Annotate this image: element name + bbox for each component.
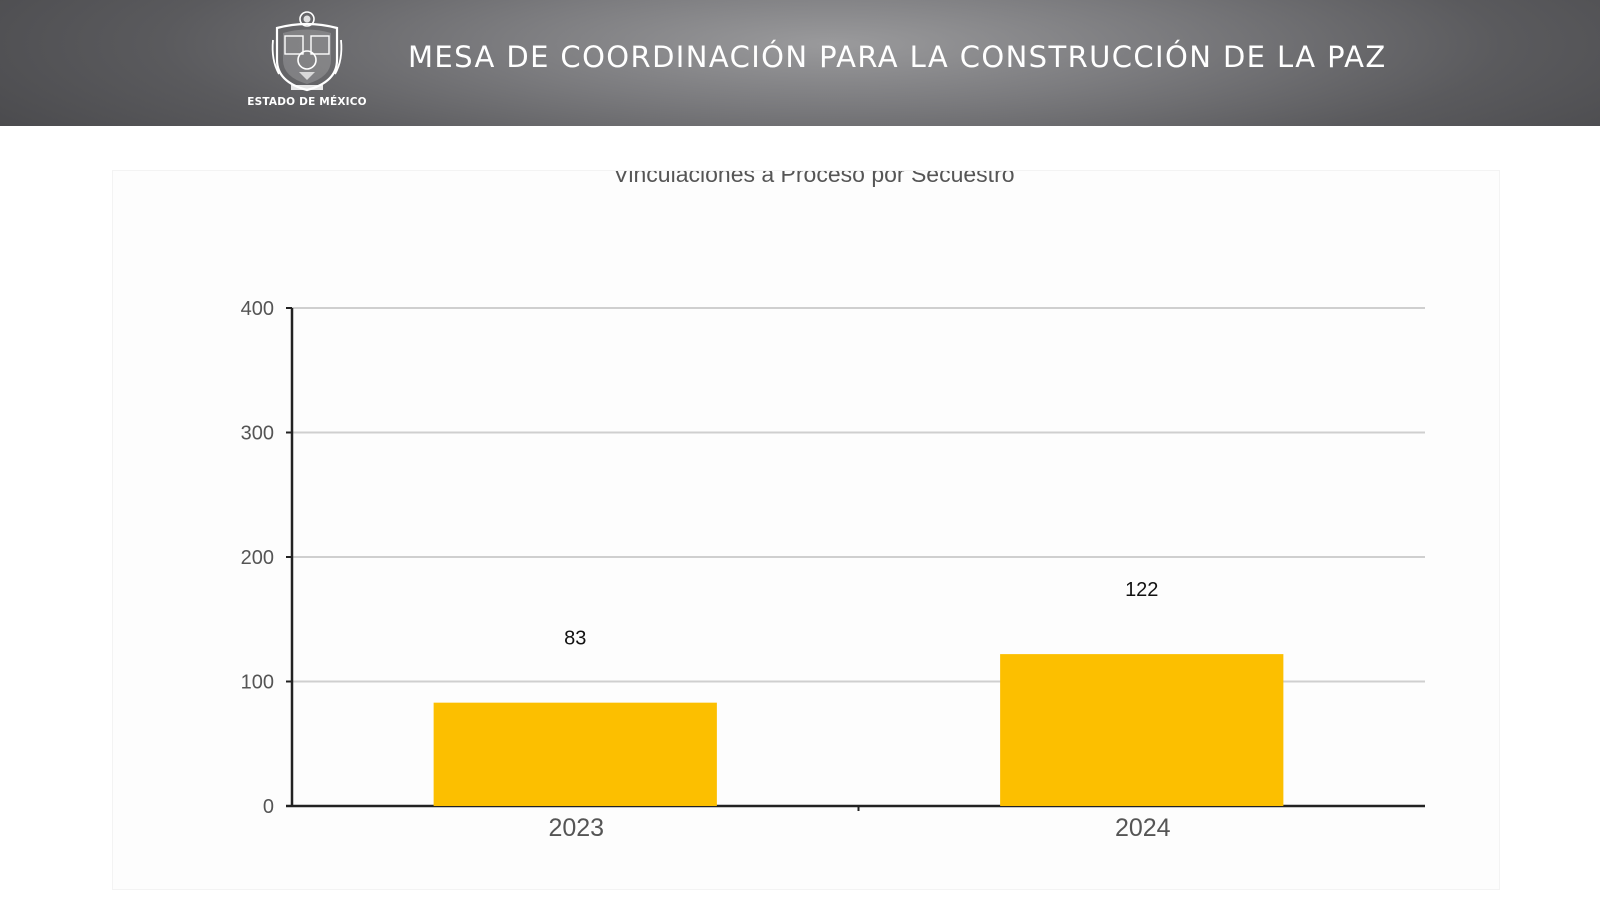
chart-title: Vinculaciones a Proceso por Secuestro xyxy=(613,171,1014,187)
data-label: 122 xyxy=(1125,579,1158,601)
header-banner: ESTADO DE MÉXICO MESA DE COORDINACIÓN PA… xyxy=(0,0,1600,126)
logo-label: ESTADO DE MÉXICO xyxy=(247,96,367,108)
chart-panel: Vinculaciones a Proceso por Secuestro 0 10… xyxy=(112,170,1500,890)
y-tick-label: 200 xyxy=(241,547,274,569)
y-tick-label: 300 xyxy=(241,423,274,445)
bar xyxy=(1000,654,1284,806)
x-tick-label: 2024 xyxy=(1115,814,1171,842)
coat-of-arms-icon xyxy=(271,11,343,92)
x-tick-label: 2023 xyxy=(548,814,604,842)
bar xyxy=(433,702,717,806)
y-tick-label: 100 xyxy=(241,672,274,694)
y-tick-label: 400 xyxy=(241,298,274,320)
bar-chart: Vinculaciones a Proceso por Secuestro 0 10… xyxy=(241,171,1425,842)
estado-de-mexico-logo: ESTADO DE MÉXICO xyxy=(247,10,367,116)
y-tick-label: 0 xyxy=(263,796,274,818)
page-title: MESA DE COORDINACIÓN PARA LA CONSTRUCCIÓ… xyxy=(408,40,1387,74)
data-label: 83 xyxy=(564,628,586,650)
